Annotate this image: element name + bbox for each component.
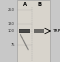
Text: 130: 130: [8, 22, 15, 26]
Text: 250: 250: [8, 8, 15, 12]
Text: A: A: [23, 2, 27, 7]
Text: B: B: [37, 2, 41, 7]
Bar: [34, 29, 44, 33]
Bar: [17, 0, 50, 62]
Text: 75: 75: [10, 43, 15, 47]
Text: TRPV4: TRPV4: [52, 29, 60, 33]
Text: 100: 100: [8, 29, 15, 33]
Bar: [19, 29, 30, 33]
